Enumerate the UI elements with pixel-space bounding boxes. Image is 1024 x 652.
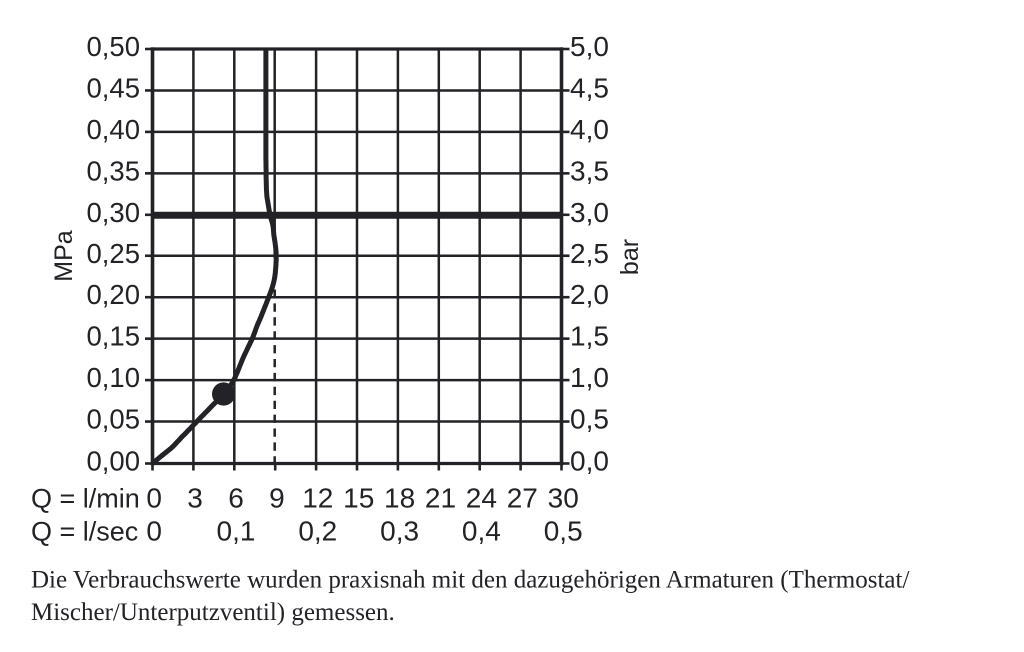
svg-text:21: 21 <box>425 483 456 514</box>
svg-text:3,5: 3,5 <box>570 155 609 186</box>
svg-text:6: 6 <box>228 483 244 514</box>
svg-text:0: 0 <box>146 483 162 514</box>
svg-text:0,5: 0,5 <box>570 404 609 435</box>
svg-text:Q = l/sec: Q = l/sec <box>31 517 138 547</box>
svg-text:0,0: 0,0 <box>570 446 609 477</box>
svg-text:2,0: 2,0 <box>570 279 609 310</box>
svg-text:0: 0 <box>146 516 162 547</box>
svg-text:0,15: 0,15 <box>86 321 140 352</box>
svg-text:0,30: 0,30 <box>86 197 140 228</box>
svg-text:Die Verbrauchswerte wurden pra: Die Verbrauchswerte wurden praxisnah mit… <box>31 567 909 594</box>
svg-text:4,5: 4,5 <box>570 72 609 103</box>
svg-text:3: 3 <box>187 483 203 514</box>
svg-text:4,0: 4,0 <box>570 114 609 145</box>
svg-text:0,20: 0,20 <box>86 279 140 310</box>
svg-text:5,0: 5,0 <box>570 31 609 62</box>
svg-text:18: 18 <box>384 483 415 514</box>
svg-text:0,2: 0,2 <box>298 516 337 547</box>
svg-text:27: 27 <box>507 483 538 514</box>
svg-text:0,45: 0,45 <box>86 72 140 103</box>
svg-text:bar: bar <box>616 239 644 275</box>
svg-text:0,3: 0,3 <box>380 516 419 547</box>
svg-text:0,40: 0,40 <box>86 114 140 145</box>
svg-text:Q = l/min: Q = l/min <box>31 484 140 514</box>
svg-text:0,05: 0,05 <box>86 404 140 435</box>
svg-text:1,5: 1,5 <box>570 321 609 352</box>
svg-text:1,0: 1,0 <box>570 362 609 393</box>
svg-text:0,4: 0,4 <box>462 516 501 547</box>
svg-text:0,35: 0,35 <box>86 155 140 186</box>
svg-text:0,10: 0,10 <box>86 362 140 393</box>
svg-text:15: 15 <box>343 483 374 514</box>
svg-text:24: 24 <box>466 483 497 514</box>
svg-text:MPa: MPa <box>50 230 78 282</box>
svg-text:2,5: 2,5 <box>570 238 609 269</box>
svg-text:9: 9 <box>269 483 285 514</box>
svg-text:3,0: 3,0 <box>570 197 609 228</box>
svg-text:0,50: 0,50 <box>86 31 140 62</box>
svg-text:0,5: 0,5 <box>544 516 583 547</box>
svg-text:30: 30 <box>548 483 579 514</box>
svg-text:0,1: 0,1 <box>217 516 256 547</box>
svg-text:0,25: 0,25 <box>86 238 140 269</box>
svg-text:12: 12 <box>302 483 333 514</box>
svg-text:0,00: 0,00 <box>86 446 140 477</box>
svg-text:Mischer/Unterputzventil) gemes: Mischer/Unterputzventil) gemessen. <box>31 599 395 626</box>
